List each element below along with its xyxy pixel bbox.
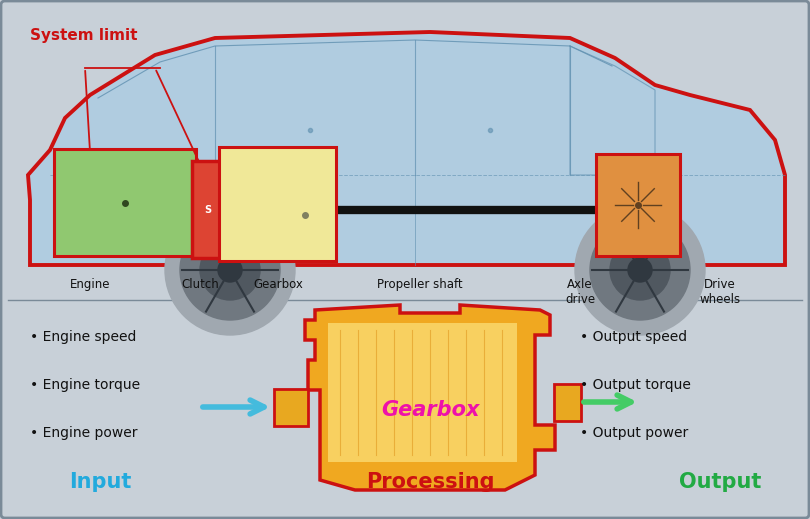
- Polygon shape: [28, 32, 785, 265]
- Circle shape: [200, 240, 260, 300]
- Text: Propeller shaft: Propeller shaft: [377, 278, 463, 291]
- Text: Gearbox: Gearbox: [253, 278, 303, 291]
- Circle shape: [180, 220, 280, 320]
- Circle shape: [165, 205, 295, 335]
- Circle shape: [218, 258, 242, 282]
- FancyBboxPatch shape: [219, 147, 336, 261]
- Text: • Engine power: • Engine power: [30, 426, 138, 440]
- Text: S: S: [204, 205, 211, 215]
- Text: • Output speed: • Output speed: [580, 330, 687, 344]
- Text: • Output torque: • Output torque: [580, 378, 691, 392]
- Circle shape: [590, 220, 690, 320]
- FancyBboxPatch shape: [54, 149, 196, 256]
- FancyBboxPatch shape: [274, 389, 308, 426]
- Text: • Output power: • Output power: [580, 426, 688, 440]
- FancyBboxPatch shape: [596, 154, 680, 256]
- Text: Axle
drive: Axle drive: [565, 278, 595, 306]
- Text: • Engine speed: • Engine speed: [30, 330, 136, 344]
- Polygon shape: [305, 305, 555, 490]
- Text: • Engine torque: • Engine torque: [30, 378, 140, 392]
- Text: System limit: System limit: [30, 28, 138, 43]
- Circle shape: [575, 205, 705, 335]
- FancyBboxPatch shape: [328, 323, 517, 462]
- Text: Output: Output: [679, 472, 761, 492]
- Text: Clutch: Clutch: [181, 278, 219, 291]
- Text: Input: Input: [69, 472, 131, 492]
- FancyBboxPatch shape: [554, 384, 581, 421]
- Text: Engine: Engine: [70, 278, 110, 291]
- Text: Gearbox: Gearbox: [381, 400, 480, 420]
- Text: Drive
wheels: Drive wheels: [700, 278, 740, 306]
- FancyBboxPatch shape: [192, 161, 224, 258]
- Text: Processing: Processing: [366, 472, 494, 492]
- Circle shape: [628, 258, 652, 282]
- Circle shape: [610, 240, 670, 300]
